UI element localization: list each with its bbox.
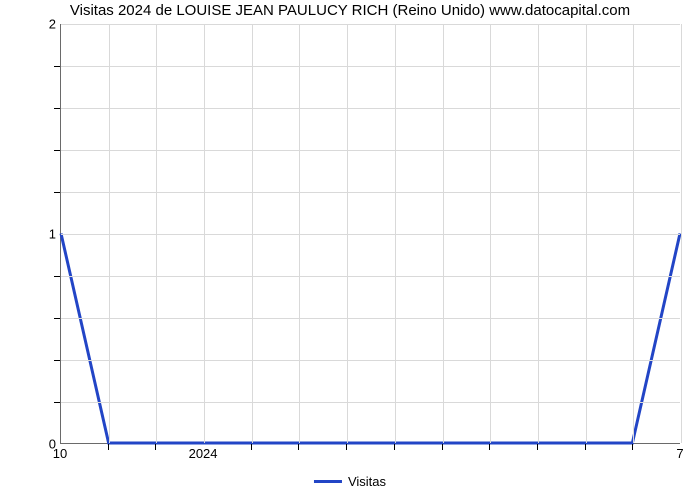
x-axis-minor-tick — [251, 444, 252, 450]
y-axis-minor-tick — [54, 192, 60, 193]
grid-line-vertical — [490, 24, 491, 443]
x-axis-minor-tick — [632, 444, 633, 450]
y-axis-tick-label: 0 — [6, 437, 56, 452]
grid-line-horizontal — [61, 150, 680, 151]
x-axis-minor-tick — [346, 444, 347, 450]
legend-label: Visitas — [348, 474, 386, 489]
y-axis-minor-tick — [54, 66, 60, 67]
grid-line-vertical — [156, 24, 157, 443]
grid-line-vertical — [443, 24, 444, 443]
grid-line-vertical — [252, 24, 253, 443]
grid-line-horizontal — [61, 402, 680, 403]
grid-line-vertical — [681, 24, 682, 443]
x-axis-minor-tick — [298, 444, 299, 450]
y-axis-tick-label: 1 — [6, 227, 56, 242]
grid-line-horizontal — [61, 276, 680, 277]
plot-area — [60, 24, 680, 444]
grid-line-horizontal — [61, 318, 680, 319]
x-axis-minor-tick — [442, 444, 443, 450]
grid-line-vertical — [395, 24, 396, 443]
grid-line-horizontal — [61, 66, 680, 67]
grid-line-horizontal — [61, 108, 680, 109]
y-axis-minor-tick — [54, 150, 60, 151]
grid-line-vertical — [109, 24, 110, 443]
x-axis-tick-label: 10 — [53, 446, 67, 461]
grid-line-vertical — [204, 24, 205, 443]
grid-line-horizontal — [61, 24, 680, 25]
chart-container: Visitas 2024 de LOUISE JEAN PAULUCY RICH… — [0, 0, 700, 500]
grid-line-vertical — [538, 24, 539, 443]
x-axis-minor-tick — [537, 444, 538, 450]
grid-line-horizontal — [61, 234, 680, 235]
series-line — [61, 234, 680, 444]
y-axis-minor-tick — [54, 402, 60, 403]
y-axis-minor-tick — [54, 108, 60, 109]
grid-line-vertical — [633, 24, 634, 443]
grid-line-vertical — [586, 24, 587, 443]
x-axis-minor-tick — [108, 444, 109, 450]
x-axis-minor-tick — [585, 444, 586, 450]
y-axis-tick-label: 2 — [6, 17, 56, 32]
x-axis-minor-tick — [489, 444, 490, 450]
grid-line-horizontal — [61, 360, 680, 361]
legend-swatch — [314, 480, 342, 483]
x-axis-minor-tick — [155, 444, 156, 450]
y-axis-minor-tick — [54, 360, 60, 361]
legend: Visitas — [314, 474, 386, 489]
x-axis-tick-label: 2024 — [189, 446, 218, 461]
grid-line-vertical — [347, 24, 348, 443]
x-axis-minor-tick — [394, 444, 395, 450]
grid-line-horizontal — [61, 192, 680, 193]
chart-title: Visitas 2024 de LOUISE JEAN PAULUCY RICH… — [0, 2, 700, 19]
grid-line-vertical — [299, 24, 300, 443]
y-axis-minor-tick — [54, 276, 60, 277]
x-axis-tick-label: 7 — [676, 446, 683, 461]
y-axis-minor-tick — [54, 318, 60, 319]
